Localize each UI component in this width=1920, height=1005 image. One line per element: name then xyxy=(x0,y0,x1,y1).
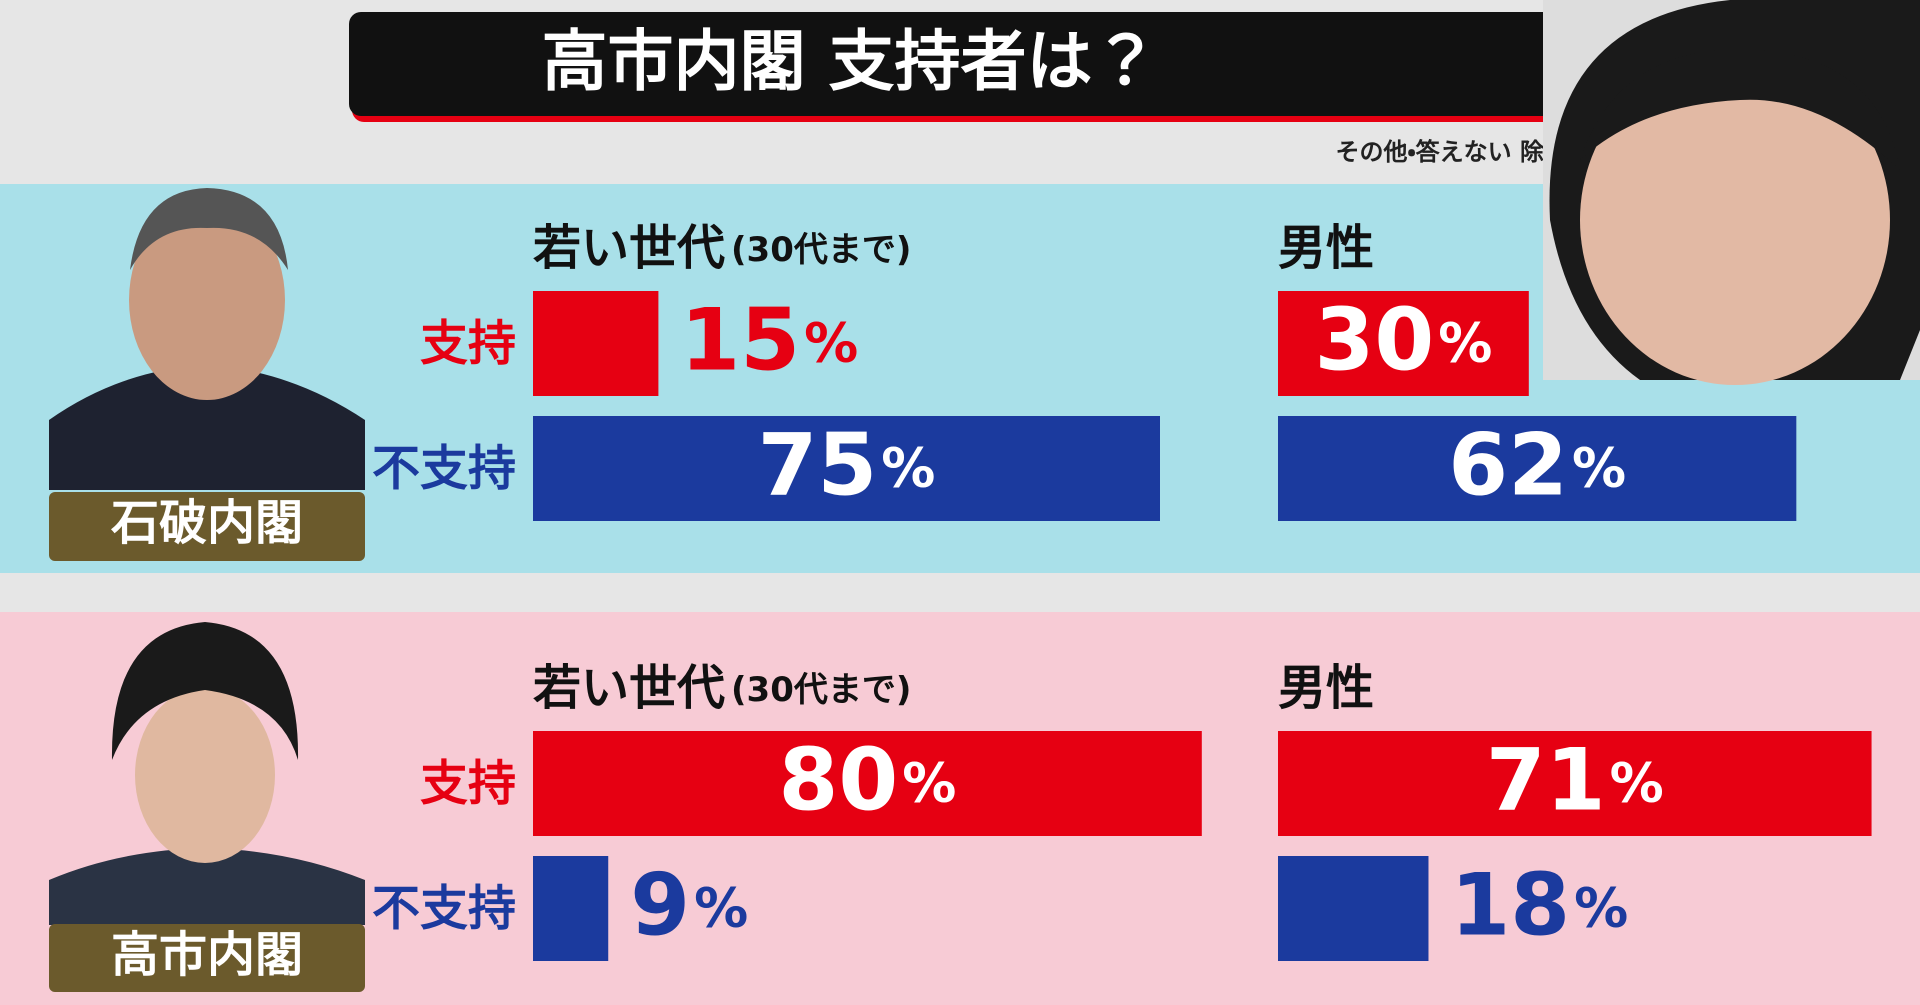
value-unit: % xyxy=(1574,876,1628,939)
label-box xyxy=(49,492,365,561)
group-title: 若い世代 (30代まで) xyxy=(533,660,911,716)
panel-label: 高市内閣 xyxy=(111,927,303,983)
value-label: 62% xyxy=(1448,416,1626,516)
row-label: 不支持 xyxy=(372,881,516,937)
value-unit: % xyxy=(804,311,858,374)
value-unit: % xyxy=(694,876,748,939)
value-number: 30 xyxy=(1315,291,1435,391)
value-number: 18 xyxy=(1450,856,1570,956)
group-subtitle: (30代まで) xyxy=(731,230,911,270)
bar xyxy=(533,856,609,961)
photo xyxy=(49,188,365,490)
bar xyxy=(533,291,659,396)
value-unit: % xyxy=(1572,436,1626,499)
value-unit: % xyxy=(1610,751,1664,814)
value-unit: % xyxy=(1438,311,1492,374)
title-box xyxy=(349,12,1580,116)
group-title: 若い世代 (30代まで) xyxy=(533,220,911,276)
group-title-text: 若い世代 xyxy=(533,660,725,716)
value-label: 71% xyxy=(1486,731,1664,831)
photo xyxy=(1543,0,1920,385)
label-box xyxy=(49,924,365,992)
group-title-text: 男性 xyxy=(1278,660,1374,716)
page-title: 高市内閣 支持者は？ xyxy=(542,23,1159,100)
value-number: 75 xyxy=(758,416,878,516)
note: その他・答えない 除く xyxy=(1335,138,1568,166)
group-subtitle: (30代まで) xyxy=(731,670,911,710)
group-title-text: 若い世代 xyxy=(533,220,725,276)
value-unit: % xyxy=(902,751,956,814)
value-label: 80% xyxy=(779,731,957,831)
row-label: 不支持 xyxy=(372,441,516,497)
value-label: 9% xyxy=(630,856,748,956)
row-label: 支持 xyxy=(420,316,516,372)
value-unit: % xyxy=(881,436,935,499)
panel-label: 石破内閣 xyxy=(111,495,303,551)
bar xyxy=(1278,731,1872,836)
row-label: 支持 xyxy=(420,756,516,812)
bar xyxy=(1278,416,1797,521)
value-label: 75% xyxy=(758,416,936,516)
bar xyxy=(533,731,1202,836)
group-title: 男性 xyxy=(1278,220,1374,276)
value-number: 62 xyxy=(1448,416,1568,516)
photo xyxy=(49,622,365,925)
bar xyxy=(1278,856,1429,961)
value-label: 18% xyxy=(1450,856,1628,956)
bar xyxy=(1278,291,1529,396)
group-title-text: 男性 xyxy=(1278,220,1374,276)
value-number: 71 xyxy=(1486,731,1606,831)
bar xyxy=(533,416,1160,521)
value-label: 30% xyxy=(1315,291,1493,391)
value-label: 15% xyxy=(680,291,858,391)
group-title: 男性 xyxy=(1278,660,1374,716)
value-number: 9 xyxy=(630,856,690,956)
value-number: 15 xyxy=(680,291,800,391)
value-number: 80 xyxy=(779,731,899,831)
